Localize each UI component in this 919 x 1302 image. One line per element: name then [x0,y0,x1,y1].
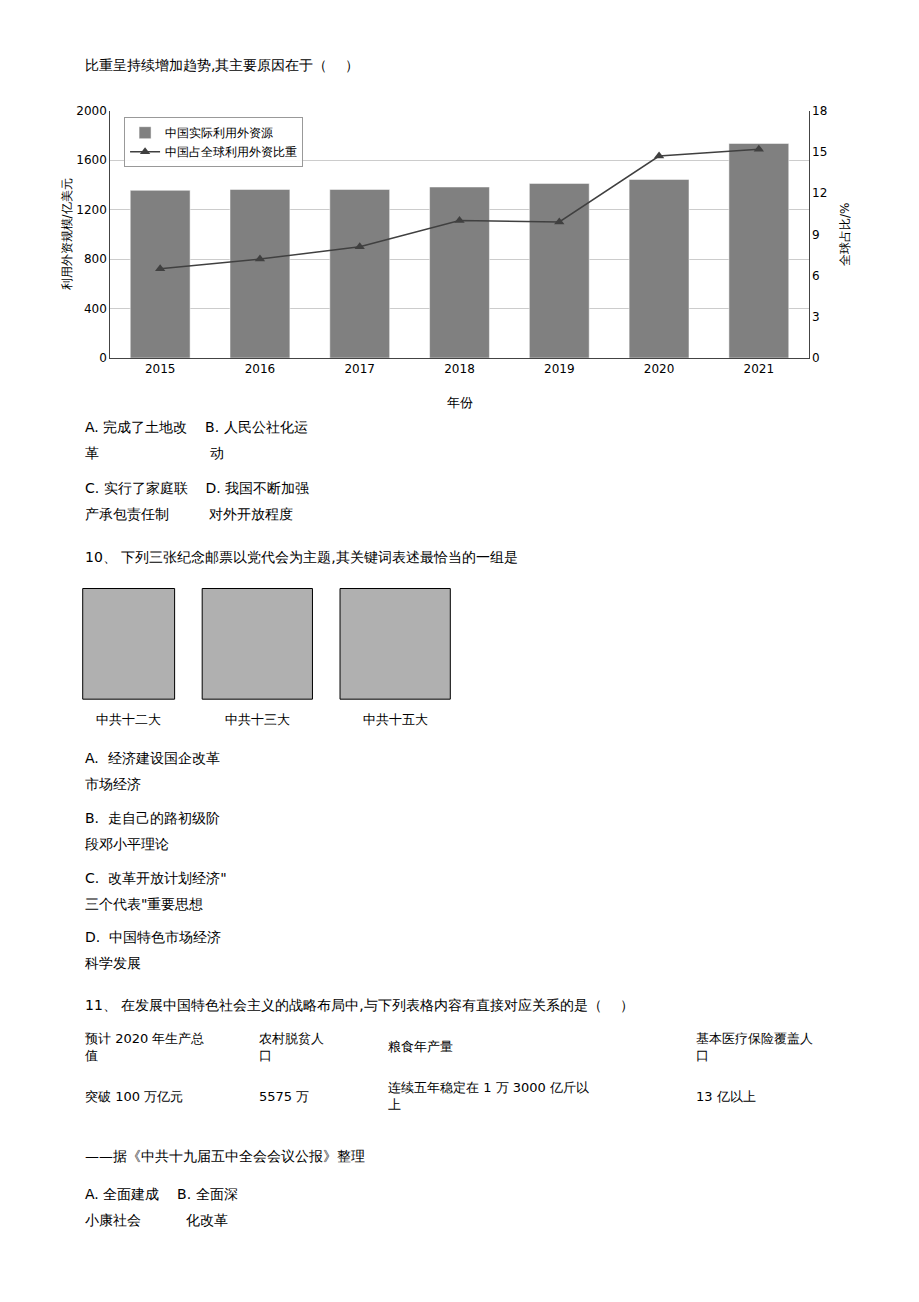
svg-text:C. 改革开放计划经济": C. 改革开放计划经济" [85,870,227,886]
svg-text:段邓小平理论: 段邓小平理论 [85,836,169,852]
svg-text:9: 9 [812,228,820,242]
svg-text:基本医疗保险覆盖人口: 基本医疗保险覆盖人口 [696,1031,813,1063]
svg-text:中共十五大: 中共十五大 [363,712,428,727]
svg-text:A. 全面建成 B. 全面深: A. 全面建成 B. 全面深 [85,1186,238,1202]
svg-text:2019: 2019 [544,362,575,376]
svg-text:6: 6 [812,269,820,283]
svg-text:1200: 1200 [76,203,107,217]
svg-text:中共十二大: 中共十二大 [96,712,161,727]
svg-text:800: 800 [84,252,107,266]
svg-text:科学发展: 科学发展 [85,955,141,971]
svg-text:5575 万: 5575 万 [259,1089,309,1104]
svg-text:13 亿以上: 13 亿以上 [696,1089,756,1104]
svg-text:18: 18 [812,104,827,118]
svg-text:年份: 年份 [447,395,473,410]
svg-text:10、 下列三张纪念邮票以党代会为主题,其关键词表述最恰当的: 10、 下列三张纪念邮票以党代会为主题,其关键词表述最恰当的一组是 [85,549,518,565]
svg-text:C. 实行了家庭联 D. 我国不断加强: C. 实行了家庭联 D. 我国不断加强 [85,480,309,496]
svg-text:连续五年稳定在 1 万 3000 亿斤以上: 连续五年稳定在 1 万 3000 亿斤以上 [388,1080,589,1112]
svg-text:预计 2020 年生产总值: 预计 2020 年生产总值 [85,1031,204,1063]
svg-text:中国占全球利用外资比重: 中国占全球利用外资比重 [165,145,297,159]
svg-text:——据《中共十九届五中全会会议公报》整理: ——据《中共十九届五中全会会议公报》整理 [85,1148,365,1164]
svg-text:中共十三大: 中共十三大 [225,712,290,727]
svg-text:3: 3 [812,310,820,324]
svg-text:400: 400 [84,302,107,316]
svg-text:比重呈持续增加趋势,其主要原因在于（ ）: 比重呈持续增加趋势,其主要原因在于（ ） [85,57,359,73]
svg-text:2016: 2016 [245,362,276,376]
svg-text:突破 100 万亿元: 突破 100 万亿元 [85,1089,183,1104]
svg-text:B. 走自己的路初级阶: B. 走自己的路初级阶 [85,810,220,826]
svg-text:中国实际利用外资源: 中国实际利用外资源 [165,126,273,140]
svg-text:三个代表"重要思想: 三个代表"重要思想 [85,896,203,912]
svg-text:2018: 2018 [444,362,475,376]
svg-text:2017: 2017 [344,362,375,376]
svg-text:D. 中国特色市场经济: D. 中国特色市场经济 [85,929,221,945]
svg-text:利用外资规模/亿美元: 利用外资规模/亿美元 [60,178,74,290]
svg-text:A. 经济建设国企改革: A. 经济建设国企改革 [85,750,220,766]
svg-text:11、 在发展中国特色社会主义的战略布局中,与下列表格内容有: 11、 在发展中国特色社会主义的战略布局中,与下列表格内容有直接对应关系的是（ … [85,997,634,1013]
svg-text:0: 0 [812,351,820,365]
svg-text:1600: 1600 [76,153,107,167]
svg-text:粮食年产量: 粮食年产量 [388,1039,453,1054]
svg-text:小康社会 化改革: 小康社会 化改革 [85,1212,228,1228]
svg-text:2015: 2015 [145,362,176,376]
svg-text:革 动: 革 动 [85,445,224,461]
svg-text:2000: 2000 [76,104,107,118]
svg-text:2021: 2021 [744,362,775,376]
svg-text:农村脱贫人口: 农村脱贫人口 [259,1031,324,1063]
svg-text:市场经济: 市场经济 [85,776,141,792]
svg-text:产承包责任制 对外开放程度: 产承包责任制 对外开放程度 [85,506,293,522]
svg-text:12: 12 [812,186,827,200]
svg-text:A. 完成了土地改 B. 人民公社化运: A. 完成了土地改 B. 人民公社化运 [85,419,308,435]
svg-text:全球占比/%: 全球占比/% [838,203,852,266]
svg-text:0: 0 [99,351,107,365]
svg-text:15: 15 [812,145,827,159]
svg-text:2020: 2020 [644,362,675,376]
